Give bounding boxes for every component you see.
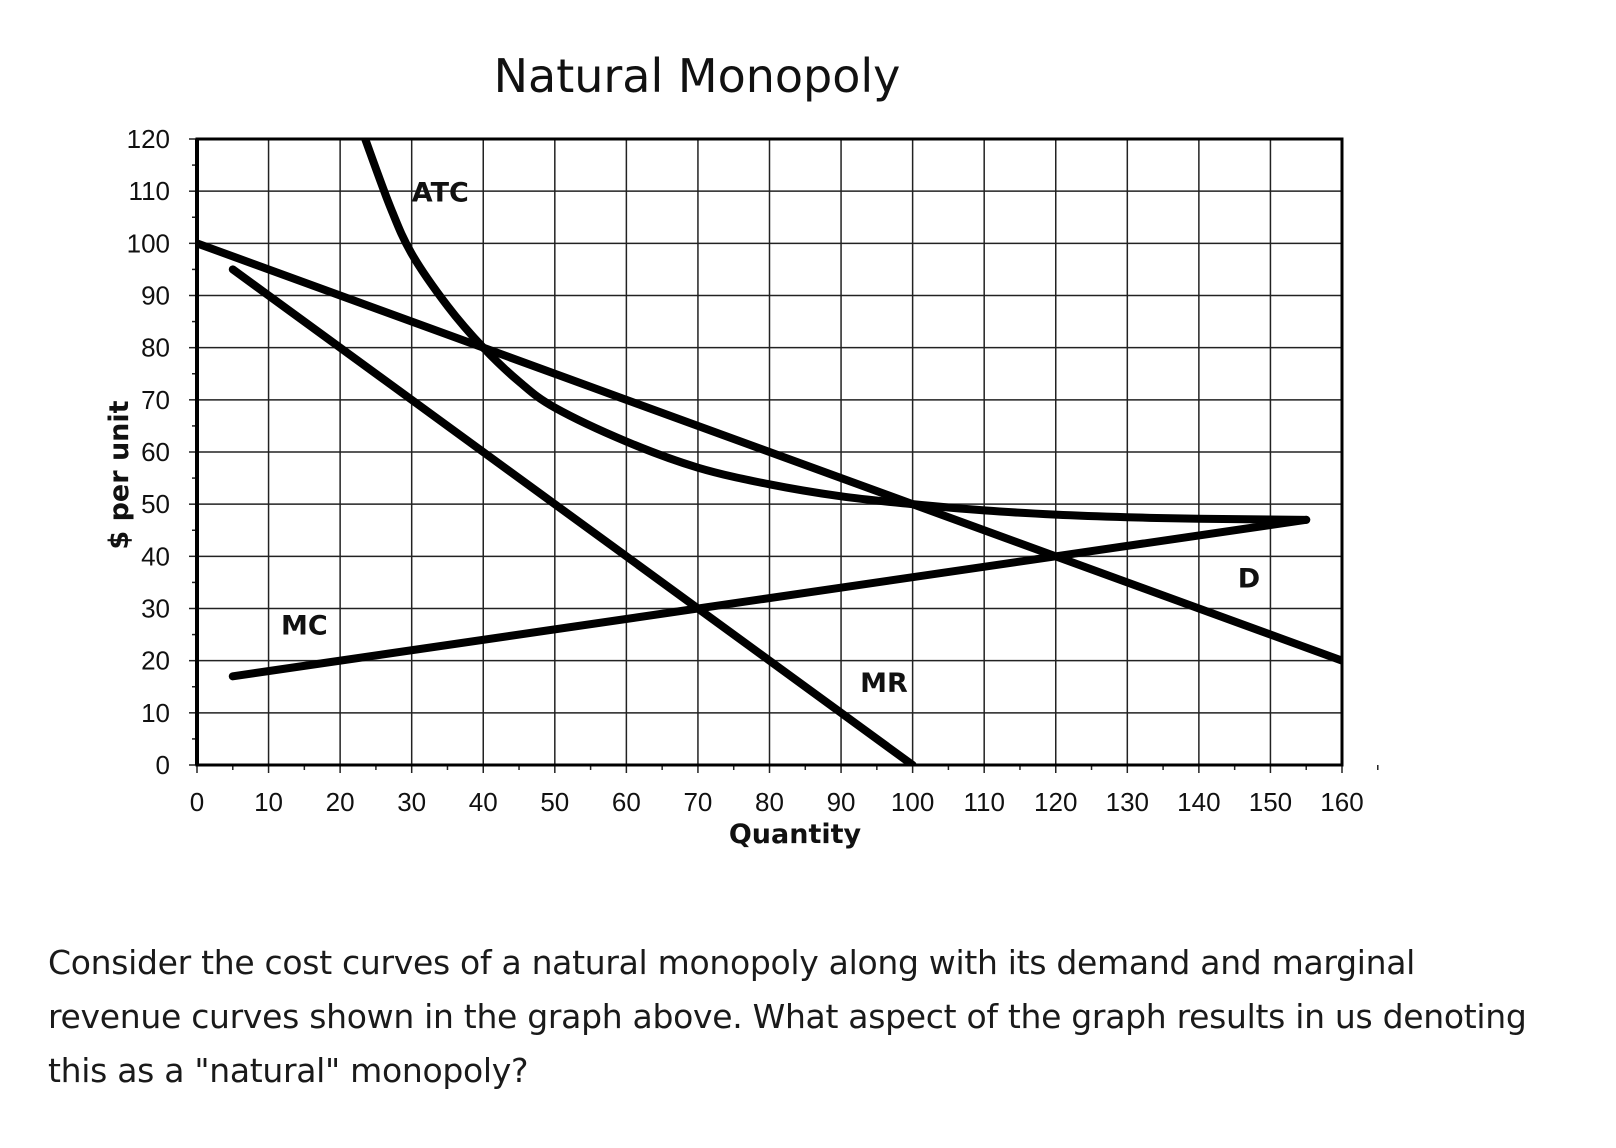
x-tick-label: 80: [755, 787, 784, 817]
x-tick-label: 140: [1177, 787, 1220, 817]
x-tick-label: 70: [683, 787, 712, 817]
series-label-d: D: [1238, 564, 1260, 595]
y-tick-label: 20: [141, 646, 170, 676]
series-mr-line: [228, 265, 917, 765]
y-tick-label: 90: [141, 281, 170, 311]
series-label-atc: ATC: [412, 178, 469, 209]
series-label-mr: MR: [860, 668, 908, 699]
y-tick-label: 30: [141, 594, 170, 624]
x-tick-label: 0: [190, 787, 204, 817]
x-axis-label: Quantity: [729, 819, 862, 850]
natural-monopoly-chart: Natural Monopoly 0 10 20 30 40 50 60 70 80 90 100 1…: [104, 49, 1379, 850]
y-tick-label: 10: [141, 698, 170, 728]
series-labels: D MR MC ATC: [281, 178, 1260, 699]
y-tick-label: 40: [141, 541, 170, 571]
question-text: Consider the cost curves of a natural mo…: [48, 943, 1527, 1090]
y-tick-label: 50: [141, 489, 170, 519]
x-tick-label: 120: [1034, 787, 1077, 817]
series-label-mc: MC: [281, 611, 328, 642]
x-tick-label: 110: [963, 787, 1004, 817]
x-tick-label: 130: [1106, 787, 1149, 817]
x-tick-label: 50: [540, 787, 569, 817]
x-tick-label: 10: [254, 787, 283, 817]
y-tick-label: 70: [141, 385, 170, 415]
y-tick-label: 110: [129, 176, 170, 206]
x-tick-label: 150: [1249, 787, 1292, 817]
y-tick-label: 0: [156, 750, 170, 780]
x-tick-label: 60: [612, 787, 641, 817]
y-tick-label: 60: [141, 437, 170, 467]
series-lines: [197, 139, 1342, 765]
x-tick-label: 40: [469, 787, 498, 817]
series-atc-line: [361, 139, 1311, 524]
x-tick-label: 30: [397, 787, 426, 817]
x-tick-label: 20: [326, 787, 355, 817]
y-tick-label: 80: [141, 333, 170, 363]
x-tick-label: 90: [827, 787, 856, 817]
y-tick-label: 120: [127, 124, 170, 154]
chart-title: Natural Monopoly: [494, 49, 901, 103]
series-mc-line: [228, 515, 1311, 681]
y-axis-label: $ per unit: [104, 400, 135, 549]
x-tick-label: 100: [891, 787, 934, 817]
y-tick-label: 100: [127, 228, 170, 258]
series-d-line: [197, 239, 1342, 665]
x-tick-label: 160: [1320, 787, 1363, 817]
